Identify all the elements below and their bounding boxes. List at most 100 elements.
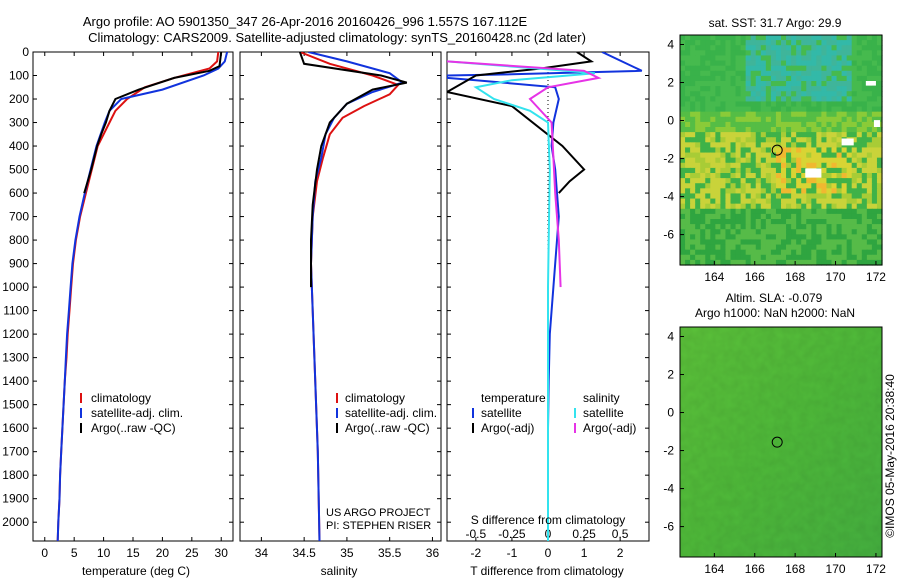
sst-cell	[846, 91, 853, 97]
sst-cell	[750, 183, 757, 189]
sst-cell	[781, 254, 787, 261]
sst-cell	[791, 183, 797, 189]
sst-cell	[821, 50, 828, 57]
sst-cell	[695, 137, 701, 143]
sst-cell	[740, 167, 747, 174]
sst-cell	[695, 259, 701, 266]
sst-cell	[801, 254, 807, 261]
sst-cell	[745, 40, 752, 46]
sst-cell	[781, 50, 787, 57]
sst-cell	[715, 178, 721, 184]
sst-cell	[831, 193, 838, 200]
sst-cell	[770, 234, 777, 241]
sst-cell	[831, 121, 838, 128]
sst-cell	[876, 101, 883, 108]
sst-cell	[715, 111, 721, 118]
sst-cell	[791, 45, 797, 51]
sst-cell	[745, 249, 752, 256]
sst-cell	[791, 55, 797, 62]
sst-cell	[836, 45, 843, 51]
sst-cell	[816, 147, 822, 154]
sst-cell	[695, 167, 701, 174]
sst-cell	[725, 198, 732, 205]
sst-cell	[851, 60, 858, 67]
sst-cell	[765, 259, 772, 266]
sst-cell	[861, 193, 868, 200]
sst-cell	[831, 75, 838, 82]
sst-cell	[685, 70, 691, 77]
sst-cell	[690, 178, 696, 184]
sst-cell	[816, 35, 822, 41]
sst-cell	[740, 208, 747, 215]
sst-cell	[816, 81, 822, 87]
sst-cell	[735, 147, 742, 154]
sst-cell	[700, 60, 706, 67]
sst-cell	[775, 55, 782, 62]
sst-cell	[695, 224, 701, 230]
sst-cell	[720, 111, 727, 118]
sst-cell	[856, 142, 863, 149]
sst-cell	[720, 65, 727, 72]
sst-cell	[730, 224, 737, 230]
argo-location-marker	[771, 436, 783, 448]
sst-cell	[705, 60, 711, 67]
sst-cell	[851, 213, 858, 220]
sst-cell	[836, 60, 843, 67]
sst-cell	[801, 142, 807, 149]
sst-cell	[791, 101, 797, 108]
sst-cell	[871, 244, 878, 251]
sst-cell	[806, 147, 812, 154]
sst-cell	[755, 193, 762, 200]
sst-cell	[796, 70, 802, 77]
sst-cell	[796, 147, 802, 154]
sst-cell	[786, 40, 792, 46]
sst-cell	[740, 203, 747, 210]
sst-cell	[715, 132, 721, 138]
sst-cell	[806, 234, 812, 241]
map-y-tick-label: -4	[663, 482, 674, 496]
map-frame	[679, 34, 883, 266]
sst-cell	[730, 219, 737, 225]
sst-cell	[866, 162, 873, 169]
sst-cell	[680, 244, 686, 251]
sst-cell	[816, 183, 822, 189]
sst-cell	[811, 50, 817, 57]
sst-cell	[806, 101, 812, 108]
sst-cell	[705, 147, 711, 154]
sst-cell	[811, 137, 817, 143]
sst-cell	[685, 96, 691, 103]
sst-cell	[791, 254, 797, 261]
sst-cell	[826, 178, 833, 184]
sst-cell	[715, 45, 721, 51]
sst-cell	[786, 213, 792, 220]
sst-cell	[806, 152, 812, 159]
sst-cell	[781, 219, 787, 225]
sst-cell	[765, 86, 772, 92]
sst-cell	[816, 127, 822, 133]
sst-cell	[826, 234, 833, 241]
sst-cell	[710, 219, 716, 225]
sst-cell	[715, 35, 721, 41]
sst-cell	[786, 219, 792, 225]
sst-cell	[796, 198, 802, 205]
map-y-tick-label: 0	[667, 406, 674, 420]
sst-cell	[695, 116, 701, 123]
sst-cell	[705, 75, 711, 82]
sst-cell	[856, 137, 863, 143]
sst-cell	[856, 152, 863, 159]
sst-cell	[816, 60, 822, 67]
sst-cell	[695, 193, 701, 200]
sst-cell	[745, 183, 752, 189]
sst-cell	[720, 157, 727, 164]
sst-cell	[680, 249, 686, 256]
sst-cell	[876, 178, 883, 184]
sst-cell	[750, 70, 757, 77]
sst-cell	[796, 193, 802, 200]
sst-cell	[786, 254, 792, 261]
sst-cell	[791, 70, 797, 77]
series-line-salinity-argo-adj-	[447, 60, 602, 288]
sst-cell	[846, 229, 853, 235]
sst-cell	[735, 254, 742, 261]
sst-cell	[730, 86, 737, 92]
plot-frame	[32, 51, 234, 542]
